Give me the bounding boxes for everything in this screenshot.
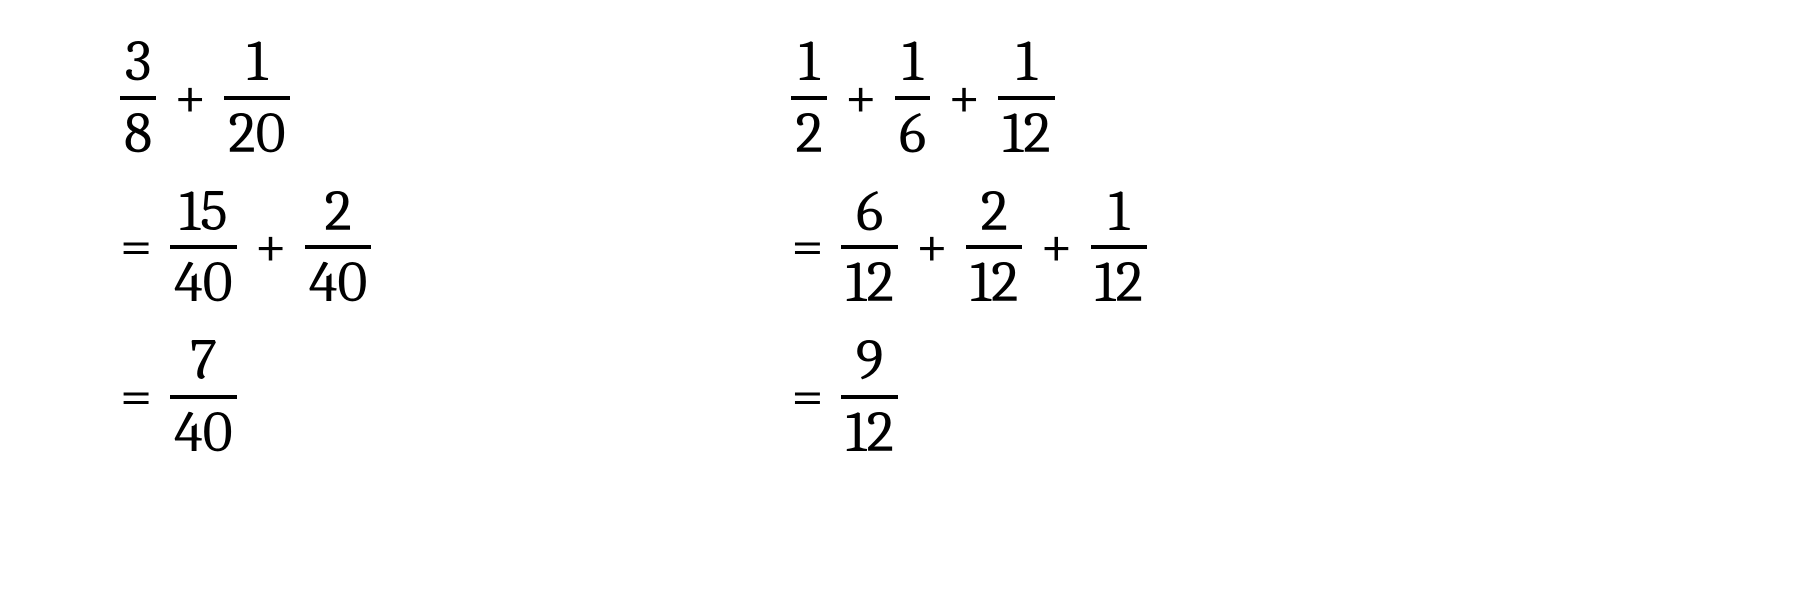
fraction: 1 2 [791, 30, 826, 166]
numerator: 1 [898, 30, 927, 94]
math-page: 3 8 + 1 20 = 15 40 + 2 40 [0, 0, 1813, 600]
numerator: 1 [1012, 30, 1041, 94]
numerator: 6 [852, 180, 887, 244]
numerator: 2 [976, 180, 1011, 244]
denominator: 12 [966, 251, 1022, 315]
expression-line: 3 8 + 1 20 [120, 30, 371, 166]
numerator: 1 [242, 30, 271, 94]
numerator: 9 [852, 329, 888, 393]
denominator: 8 [120, 102, 156, 166]
expression-line: 1 2 + 1 6 + 1 12 [791, 30, 1147, 166]
denominator: 40 [170, 251, 237, 315]
denominator: 12 [841, 251, 897, 315]
denominator: 40 [170, 401, 237, 465]
numerator: 1 [795, 30, 824, 94]
plus-operator: + [174, 69, 206, 127]
problem-2: 1 2 + 1 6 + 1 12 = 6 12 [791, 30, 1147, 465]
denominator: 12 [841, 401, 897, 465]
denominator: 2 [791, 102, 826, 166]
expression-line: = 6 12 + 2 12 + 1 12 [791, 180, 1147, 316]
plus-operator: + [916, 218, 948, 276]
fraction: 6 12 [841, 180, 897, 316]
plus-operator: + [845, 69, 877, 127]
plus-operator: + [948, 69, 980, 127]
fraction: 1 20 [224, 30, 289, 166]
equals-sign: = [120, 218, 152, 276]
fraction: 1 12 [998, 30, 1054, 166]
numerator: 2 [320, 180, 355, 244]
fraction: 1 12 [1091, 180, 1147, 316]
denominator: 20 [224, 102, 289, 166]
plus-operator: + [255, 218, 287, 276]
equals-sign: = [791, 218, 823, 276]
numerator: 1 [1104, 180, 1133, 244]
expression-line: = 9 12 [791, 329, 1147, 465]
fraction: 15 40 [170, 180, 237, 316]
denominator: 12 [1091, 251, 1147, 315]
fraction: 1 6 [895, 30, 930, 166]
plus-operator: + [1040, 218, 1072, 276]
problem-1: 3 8 + 1 20 = 15 40 + 2 40 [120, 30, 371, 465]
fraction: 2 40 [305, 180, 372, 316]
numerator: 7 [186, 329, 221, 393]
equals-sign: = [120, 368, 152, 426]
denominator: 6 [895, 102, 930, 166]
fraction: 9 12 [841, 329, 897, 465]
equals-sign: = [791, 368, 823, 426]
fraction: 7 40 [170, 329, 237, 465]
denominator: 40 [305, 251, 372, 315]
fraction: 2 12 [966, 180, 1022, 316]
numerator: 3 [121, 30, 156, 94]
expression-line: = 7 40 [120, 329, 371, 465]
numerator: 15 [175, 180, 232, 244]
denominator: 12 [998, 102, 1054, 166]
fraction: 3 8 [120, 30, 156, 166]
expression-line: = 15 40 + 2 40 [120, 180, 371, 316]
